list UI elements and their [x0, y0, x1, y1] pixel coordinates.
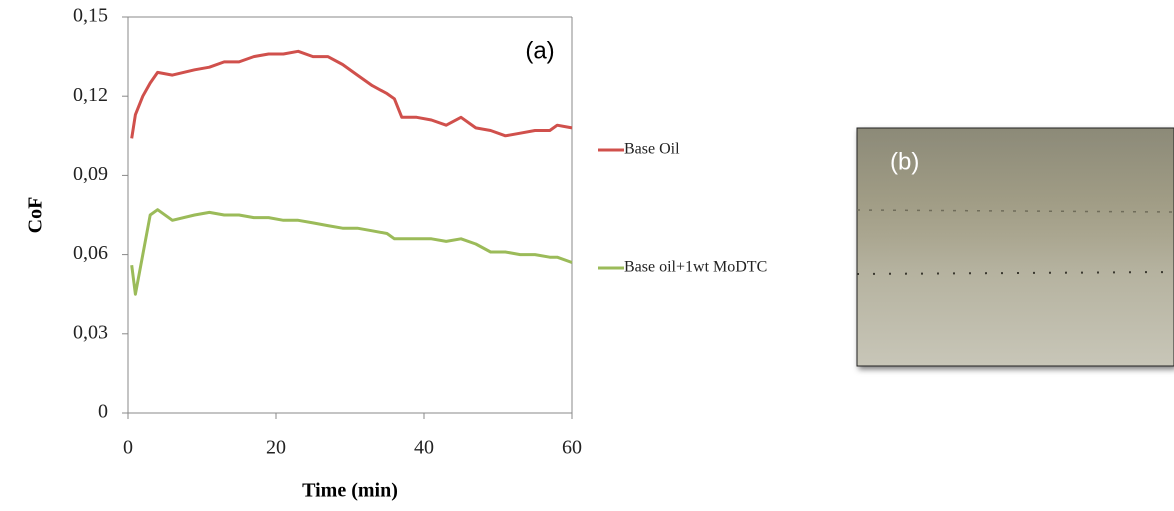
y-tick-label: 0,12 [73, 84, 108, 106]
y-tick-label: 0,06 [73, 242, 108, 264]
y-tick-label: 0 [98, 401, 108, 423]
legend-label: Base Oil [624, 141, 680, 158]
series-line [130, 208, 573, 296]
legend-label: Base oil+1wt MoDTC [624, 259, 767, 276]
x-tick-label: 20 [266, 437, 286, 459]
x-tick-label: 40 [414, 437, 434, 459]
y-tick-label: 0,15 [73, 5, 108, 27]
panel-label: (a) [525, 37, 554, 64]
x-tick-label: 0 [123, 437, 133, 459]
series-line [130, 49, 573, 139]
x-axis-title: Time (min) [302, 480, 398, 502]
wear-line [856, 209, 1174, 213]
y-axis-title: CoF [25, 197, 47, 234]
wear-track-photo [856, 127, 1174, 367]
x-tick-label: 60 [562, 437, 582, 459]
y-tick-label: 0,03 [73, 321, 108, 343]
y-tick-label: 0,09 [73, 163, 108, 185]
panel-label: (b) [890, 148, 919, 175]
photo-panel [856, 127, 1174, 367]
